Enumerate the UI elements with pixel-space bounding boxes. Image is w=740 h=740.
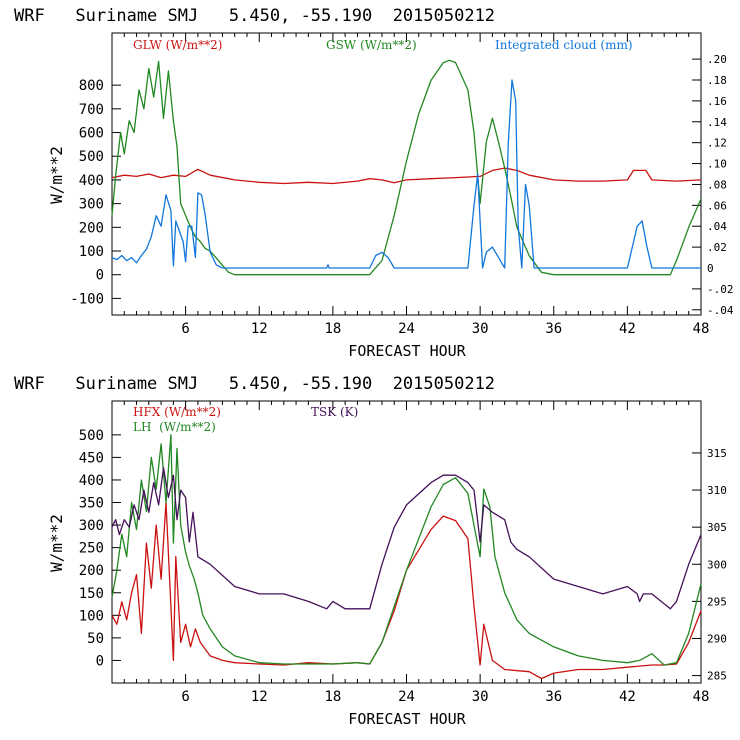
- y2-tick-label: .04: [707, 220, 727, 233]
- x-tick-label: 12: [251, 321, 268, 337]
- y2-tick-label: -.02: [707, 283, 734, 296]
- y2-tick-label: 295: [707, 595, 727, 608]
- y2-tick-label: .12: [707, 137, 727, 150]
- y2-tick-label: .10: [707, 158, 727, 171]
- x-tick-label: 6: [181, 689, 189, 705]
- x-axis-ticks-bottom: 6 12 18 24 30 36 42 48: [123, 401, 710, 705]
- x-tick-label: 24: [398, 321, 415, 337]
- x-tick-label: 36: [545, 321, 562, 337]
- y-tick-label: 0: [96, 268, 104, 284]
- y-tick-label: 50: [87, 631, 104, 647]
- y-tick-label: 450: [79, 450, 104, 466]
- y2-tick-label: .16: [707, 95, 727, 108]
- y-tick-label: 200: [79, 563, 104, 579]
- y2-tick-label: 315: [707, 447, 727, 460]
- legend-lh: LH (W/m**2): [133, 420, 216, 434]
- legend-hfx: HFX (W/m**2): [133, 405, 221, 419]
- y-tick-label: 500: [79, 149, 104, 165]
- series-line-integrated: [111, 79, 701, 269]
- x-tick-label: 24: [398, 689, 415, 705]
- legend-gsw: GSW (W/m**2): [326, 38, 417, 52]
- x-tick-label: 42: [619, 689, 636, 705]
- x-tick-label: 30: [472, 689, 489, 705]
- series-line-hfx: [111, 501, 702, 680]
- x-tick-label: 6: [181, 321, 189, 337]
- y-tick-label: 150: [79, 586, 104, 602]
- y2-tick-label: 300: [707, 558, 727, 571]
- y2-axis-ticks-top: -.04 -.02 0 .02 .04 .06 .08 .10 .12 .14 .16 .18 .20: [692, 53, 734, 317]
- y-tick-label: -100: [70, 291, 104, 307]
- x-axis-label-top: FORECAST HOUR: [348, 342, 466, 360]
- y2-tick-label: 285: [707, 670, 727, 683]
- y2-tick-label: 310: [707, 484, 727, 497]
- y-tick-label: 100: [79, 244, 104, 260]
- y2-axis-ticks-bottom: 285 290 295 300 305 310 315: [692, 447, 727, 683]
- y-axis-ticks-bottom: 0 50 100 150 200 250 300 350 400 450 500: [79, 428, 121, 669]
- series-line-tsk: [111, 467, 702, 610]
- x-tick-label: 30: [472, 321, 489, 337]
- x-tick-label: 48: [693, 321, 710, 337]
- y-tick-label: 700: [79, 102, 104, 118]
- panel-top: WRF Suriname SMJ 5.450, -55.190 20150502…: [14, 6, 734, 360]
- y-tick-label: 800: [79, 78, 104, 94]
- y2-tick-label: .08: [707, 178, 727, 191]
- series-group-bottom: [111, 434, 702, 680]
- series-line-glw: [111, 167, 702, 185]
- y-tick-label: 400: [79, 473, 104, 489]
- y-axis-label-top: W/m**2: [47, 146, 66, 204]
- plot-frame-top: [111, 32, 702, 316]
- y-tick-label: 350: [79, 496, 104, 512]
- chart-title-bottom: WRF Suriname SMJ 5.450, -55.190 20150502…: [14, 374, 495, 394]
- y2-tick-label: .20: [707, 53, 727, 66]
- x-tick-label: 18: [324, 321, 341, 337]
- series-line-lh: [111, 434, 702, 666]
- y-axis-label-bottom: W/m**2: [47, 514, 66, 572]
- y2-tick-label: .14: [707, 116, 727, 129]
- y-tick-label: 250: [79, 541, 104, 557]
- y-tick-label: 500: [79, 428, 104, 444]
- chart-title-top: WRF Suriname SMJ 5.450, -55.190 20150502…: [14, 6, 495, 26]
- y2-tick-label: 305: [707, 521, 727, 534]
- y2-tick-label: .18: [707, 74, 727, 87]
- y2-tick-label: .06: [707, 199, 727, 212]
- y-tick-label: 200: [79, 220, 104, 236]
- y-tick-label: 0: [96, 653, 104, 669]
- x-tick-label: 42: [619, 321, 636, 337]
- legend-glw: GLW (W/m**2): [133, 38, 222, 52]
- y2-tick-label: 0: [707, 262, 714, 275]
- y2-tick-label: 290: [707, 632, 727, 645]
- series-group-top: [111, 59, 702, 276]
- y-axis-ticks-top: -100 0 100 200 300 400 500 600 700 800: [70, 78, 121, 307]
- x-axis-ticks-top: 6 12 18 24 30 36 42 48: [123, 33, 710, 337]
- x-tick-label: 12: [251, 689, 268, 705]
- x-axis-label-bottom: FORECAST HOUR: [348, 710, 466, 728]
- y-tick-label: 400: [79, 173, 104, 189]
- x-tick-label: 18: [324, 689, 341, 705]
- x-tick-label: 48: [693, 689, 710, 705]
- y-tick-label: 100: [79, 608, 104, 624]
- y2-tick-label: -.04: [707, 304, 734, 317]
- y-tick-label: 300: [79, 518, 104, 534]
- y2-tick-label: .02: [707, 241, 727, 254]
- legend-tsk: TSK (K): [311, 405, 358, 419]
- y-tick-label: 300: [79, 197, 104, 213]
- legend-cloud: Integrated cloud (mm): [495, 38, 633, 52]
- y-tick-label: 600: [79, 126, 104, 142]
- series-line-gsw: [111, 59, 702, 276]
- x-tick-label: 36: [545, 689, 562, 705]
- panel-bottom: WRF Suriname SMJ 5.450, -55.190 20150502…: [14, 374, 727, 728]
